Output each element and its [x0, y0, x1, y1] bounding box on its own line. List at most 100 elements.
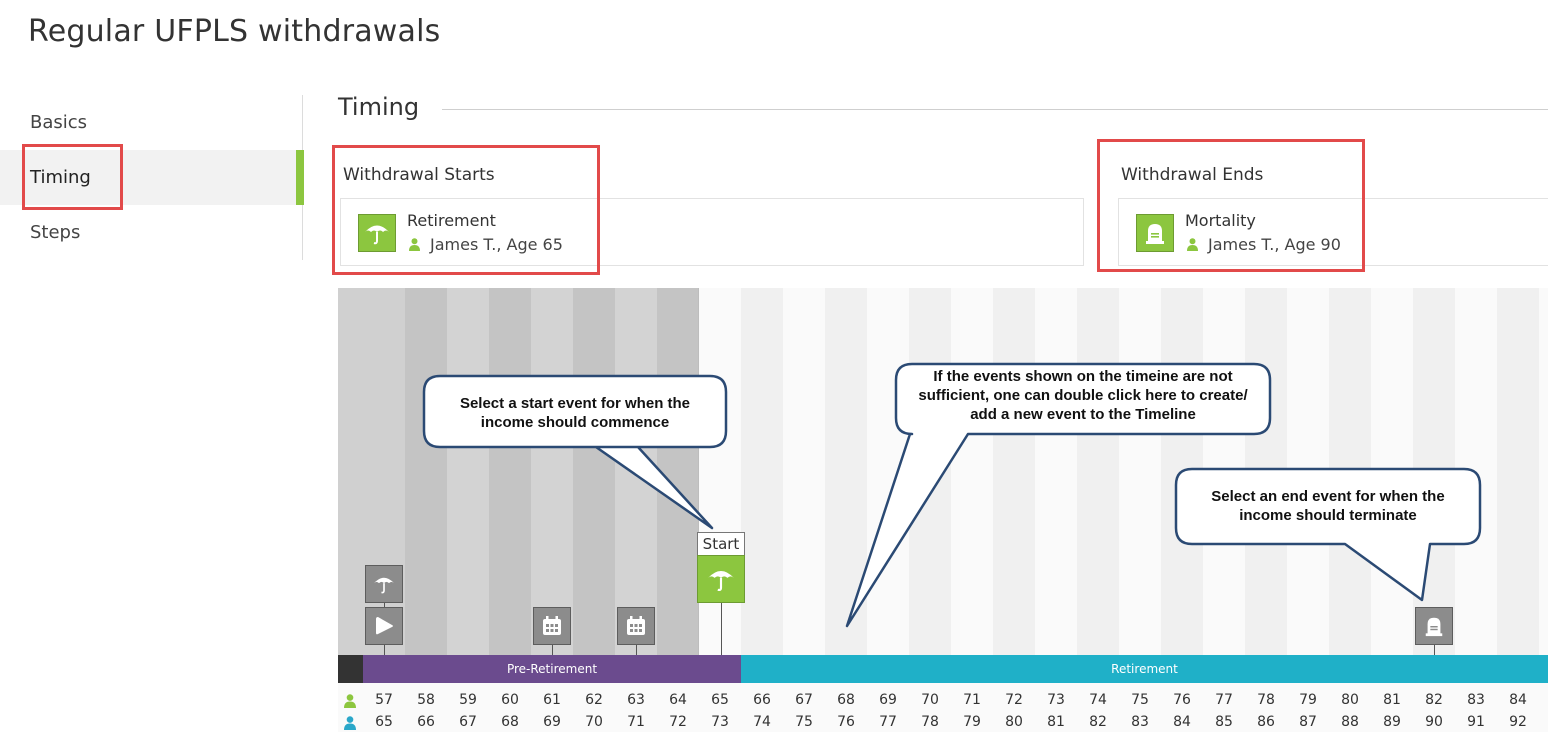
- tombstone-icon: [1136, 214, 1174, 252]
- age-cell: 84: [1509, 692, 1527, 708]
- side-nav: Basics Timing Steps: [0, 95, 304, 260]
- withdrawal-end-event-card[interactable]: Mortality James T., Age 90: [1118, 198, 1548, 266]
- section-divider: [442, 109, 1548, 110]
- timeline-column[interactable]: [573, 288, 615, 655]
- age-cell: 63: [627, 692, 645, 708]
- age-cell: 67: [795, 692, 813, 708]
- timeline-past-region-edge: [698, 288, 699, 655]
- age-cell: 68: [837, 692, 855, 708]
- person-icon: [409, 238, 420, 251]
- timeline-column[interactable]: [783, 288, 825, 655]
- timeline-column[interactable]: [447, 288, 489, 655]
- age-cell: 81: [1383, 692, 1401, 708]
- age-cell: 60: [501, 692, 519, 708]
- nav-item-steps[interactable]: Steps: [30, 222, 81, 243]
- umbrella-icon: [708, 570, 734, 592]
- timeline-event-retirement-selected[interactable]: [697, 555, 745, 603]
- age-cell: 62: [585, 692, 603, 708]
- timeline-column[interactable]: [489, 288, 531, 655]
- end-event-name: Mortality: [1185, 211, 1256, 230]
- age-cell: 72: [669, 714, 687, 730]
- timeline-event-play[interactable]: [365, 607, 403, 645]
- timeline-column[interactable]: [531, 288, 573, 655]
- age-cell: 74: [1089, 692, 1107, 708]
- phase-pre-retirement[interactable]: Pre-Retirement: [363, 655, 741, 683]
- age-cell: 89: [1383, 714, 1401, 730]
- age-cell: 76: [1173, 692, 1191, 708]
- timeline-column[interactable]: [993, 288, 1035, 655]
- callout-middle-bubble: [845, 362, 1272, 628]
- calendar-icon: [627, 616, 645, 635]
- age-cell: 92: [1509, 714, 1527, 730]
- annotation-highlight-start: [332, 145, 600, 275]
- age-cell: 86: [1257, 714, 1275, 730]
- age-cell: 77: [1215, 692, 1233, 708]
- age-cell: 85: [1215, 714, 1233, 730]
- age-cell: 79: [963, 714, 981, 730]
- phase-retirement[interactable]: Retirement: [741, 655, 1548, 683]
- age-cell: 78: [1257, 692, 1275, 708]
- age-cell: 67: [459, 714, 477, 730]
- nav-item-timing-label: Timing: [30, 167, 91, 188]
- age-cell: 66: [417, 714, 435, 730]
- event-stem: [636, 645, 637, 655]
- timeline-event-umbrella[interactable]: [365, 565, 403, 603]
- person-icon: [344, 716, 356, 730]
- age-cell: 64: [669, 692, 687, 708]
- age-cell: 73: [711, 714, 729, 730]
- age-cell: 84: [1173, 714, 1191, 730]
- age-cell: 83: [1131, 714, 1149, 730]
- timeline-column[interactable]: [741, 288, 783, 655]
- callout-middle-text: If the events shown on the timeine are n…: [918, 368, 1248, 423]
- age-cell: 69: [879, 692, 897, 708]
- timeline-column[interactable]: [657, 288, 699, 655]
- age-cell: 66: [753, 692, 771, 708]
- age-cell: 71: [963, 692, 981, 708]
- timeline-past-segment: [338, 655, 363, 683]
- person-icon: [1187, 238, 1198, 251]
- start-event-person: James T., Age 65: [409, 235, 563, 254]
- withdrawal-start-event-card[interactable]: Retirement James T., Age 65: [340, 198, 1084, 266]
- age-cell: 70: [921, 692, 939, 708]
- age-cell: 91: [1467, 714, 1485, 730]
- timeline-column[interactable]: [1119, 288, 1161, 655]
- calendar-icon: [543, 616, 561, 635]
- timeline-column[interactable]: [1539, 288, 1548, 655]
- age-cell: 82: [1425, 692, 1443, 708]
- nav-item-timing[interactable]: Timing: [0, 150, 304, 205]
- play-icon: [376, 617, 393, 635]
- age-cell: 75: [795, 714, 813, 730]
- timeline-column[interactable]: [1077, 288, 1119, 655]
- timeline-column[interactable]: [405, 288, 447, 655]
- timeline-event-mortality[interactable]: [1415, 607, 1453, 645]
- timeline-column[interactable]: [951, 288, 993, 655]
- nav-item-basics[interactable]: Basics: [30, 112, 88, 133]
- age-cell: 81: [1047, 714, 1065, 730]
- age-cell: 74: [753, 714, 771, 730]
- event-stem: [721, 603, 722, 655]
- timeline-column[interactable]: [1035, 288, 1077, 655]
- age-cell: 65: [375, 714, 393, 730]
- event-stem: [384, 603, 385, 607]
- callout-end-text: Select an end event for when the income …: [1211, 488, 1445, 524]
- age-cell: 73: [1047, 692, 1065, 708]
- timeline-event-calendar[interactable]: [617, 607, 655, 645]
- age-cell: 79: [1299, 692, 1317, 708]
- start-event-person-text: James T., Age 65: [430, 235, 563, 254]
- age-cell: 59: [459, 692, 477, 708]
- age-cell: 90: [1425, 714, 1443, 730]
- timeline-column[interactable]: [1497, 288, 1539, 655]
- age-cell: 82: [1089, 714, 1107, 730]
- age-cell: 88: [1341, 714, 1359, 730]
- age-cell: 57: [375, 692, 393, 708]
- age-cell: 83: [1467, 692, 1485, 708]
- age-cell: 75: [1131, 692, 1149, 708]
- event-stem: [1434, 645, 1435, 655]
- timeline-event-calendar[interactable]: [533, 607, 571, 645]
- person-icon: [344, 694, 356, 708]
- withdrawal-ends-label: Withdrawal Ends: [1121, 165, 1264, 185]
- annotation-highlight-end: [1097, 139, 1365, 272]
- annotation-highlight-timing: [22, 144, 123, 210]
- age-cell: 76: [837, 714, 855, 730]
